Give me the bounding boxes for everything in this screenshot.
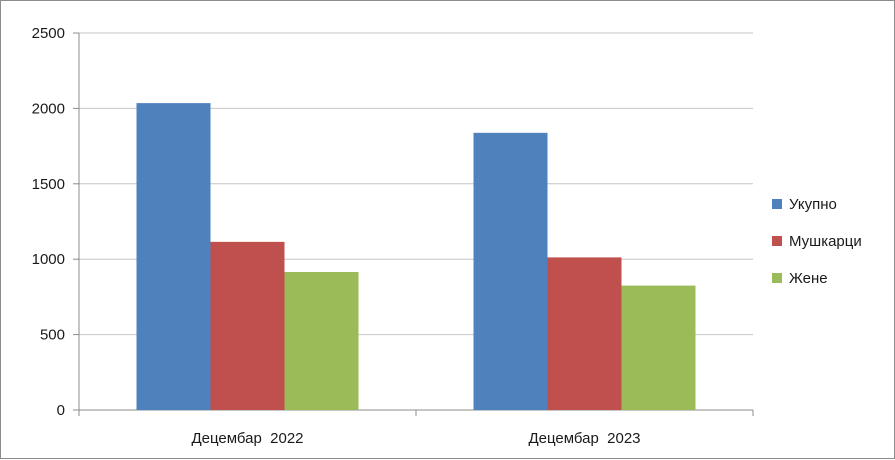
legend-label: Жене [789, 270, 828, 287]
legend-swatch [772, 199, 782, 209]
y-tick-labels: 0 500 1000 1500 2000 2500 [32, 25, 65, 419]
bar [473, 132, 548, 411]
legend-swatch [772, 273, 782, 283]
legend-swatch [772, 236, 782, 246]
legend-label: Мушкарци [789, 233, 862, 250]
bars [136, 103, 696, 411]
bar [284, 272, 359, 410]
x-tick-label: Децембар 2022 [191, 430, 303, 447]
y-tick-label: 2000 [32, 100, 65, 117]
bar [621, 285, 696, 410]
legend-label: Укупно [789, 196, 837, 213]
bar [210, 241, 285, 410]
bar [136, 103, 211, 410]
x-tick-labels: Децембар 2022 Децембар 2023 [191, 430, 640, 447]
bar [547, 257, 622, 410]
x-tick-label: Децембар 2023 [528, 430, 640, 447]
y-tick-label: 1000 [32, 251, 65, 268]
y-tick-label: 500 [40, 327, 65, 344]
legend: Укупно Мушкарци Жене [772, 196, 862, 287]
y-tick-label: 2500 [32, 25, 65, 42]
y-tick-label: 1500 [32, 176, 65, 193]
y-tick-label: 0 [57, 402, 65, 419]
